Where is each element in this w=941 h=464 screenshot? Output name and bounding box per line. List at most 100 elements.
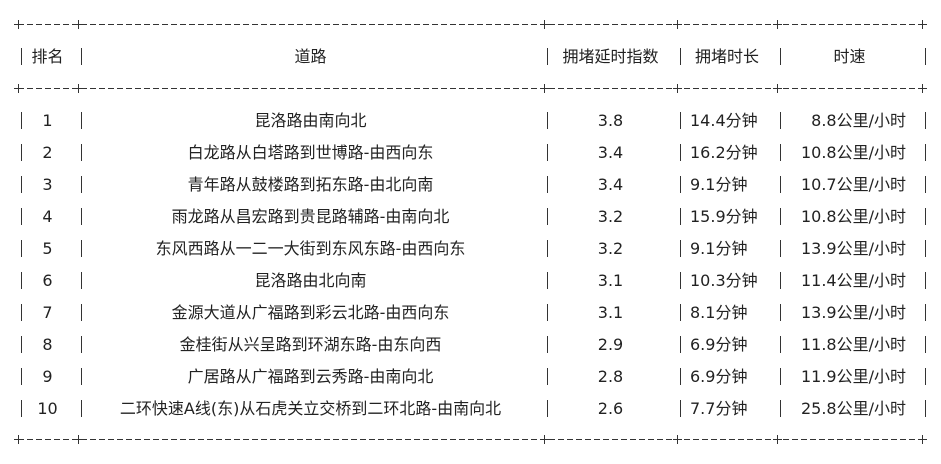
column-separator (780, 240, 781, 257)
column-separator (21, 144, 22, 161)
column-separator (547, 144, 548, 161)
column-separator (21, 112, 22, 129)
header-speed: 时速 (833, 47, 866, 66)
border-junction (74, 435, 83, 444)
table-row: 7 金源大道从广福路到彩云北路-由西向东 3.1 8.1分钟 13.9公里/小时 (0, 301, 941, 325)
border-junction (14, 20, 23, 29)
cell-duration: 9.1分钟 (690, 239, 748, 258)
column-separator (680, 336, 681, 353)
cell-road: 雨龙路从昌宏路到贵昆路辅路-由南向北 (171, 207, 450, 226)
column-separator (925, 112, 926, 129)
column-separator (925, 144, 926, 161)
cell-duration: 6.9分钟 (690, 335, 748, 354)
cell-duration: 14.4分钟 (690, 111, 758, 130)
table-border-bottom (18, 439, 922, 440)
column-separator (21, 272, 22, 289)
table-row: 3 青年路从鼓楼路到拓东路-由北向南 3.4 9.1分钟 10.7公里/小时 (0, 173, 941, 197)
column-separator (81, 304, 82, 321)
column-separator (680, 176, 681, 193)
column-separator (680, 368, 681, 385)
column-separator (780, 48, 781, 65)
column-separator (547, 48, 548, 65)
column-separator (81, 208, 82, 225)
cell-speed: 8.8公里/小时 (811, 111, 906, 130)
column-separator (925, 176, 926, 193)
cell-index: 3.1 (597, 303, 624, 322)
column-separator (925, 400, 926, 417)
column-separator (680, 272, 681, 289)
column-separator (780, 176, 781, 193)
cell-rank: 7 (42, 303, 53, 322)
cell-duration: 8.1分钟 (690, 303, 748, 322)
column-separator (547, 368, 548, 385)
cell-index: 3.4 (597, 175, 624, 194)
border-junction (540, 435, 549, 444)
cell-speed: 11.8公里/小时 (800, 335, 906, 354)
column-separator (21, 336, 22, 353)
column-separator (780, 368, 781, 385)
border-junction (918, 84, 927, 93)
cell-road: 昆洛路由北向南 (254, 271, 367, 290)
column-separator (81, 400, 82, 417)
cell-index: 3.8 (597, 111, 624, 130)
border-junction (773, 84, 782, 93)
table-row: 4 雨龙路从昌宏路到贵昆路辅路-由南向北 3.2 15.9分钟 10.8公里/小时 (0, 205, 941, 229)
column-separator (547, 272, 548, 289)
cell-road: 东风西路从一二一大街到东风东路-由西向东 (155, 239, 466, 258)
column-separator (81, 240, 82, 257)
border-junction (918, 20, 927, 29)
column-separator (547, 112, 548, 129)
column-separator (21, 240, 22, 257)
column-separator (81, 176, 82, 193)
cell-duration: 15.9分钟 (690, 207, 758, 226)
cell-speed: 10.7公里/小时 (800, 175, 906, 194)
border-junction (14, 435, 23, 444)
column-separator (547, 176, 548, 193)
cell-rank: 1 (42, 111, 53, 130)
cell-duration: 10.3分钟 (690, 271, 758, 290)
header-index: 拥堵延时指数 (562, 47, 659, 66)
header-rank: 排名 (31, 47, 64, 66)
cell-road: 广居路从广福路到云秀路-由南向北 (187, 367, 434, 386)
table-row: 6 昆洛路由北向南 3.1 10.3分钟 11.4公里/小时 (0, 269, 941, 293)
column-separator (547, 240, 548, 257)
column-separator (925, 272, 926, 289)
cell-speed: 13.9公里/小时 (800, 303, 906, 322)
border-junction (540, 20, 549, 29)
cell-index: 3.1 (597, 271, 624, 290)
cell-duration: 7.7分钟 (690, 399, 748, 418)
table-row: 1 昆洛路由南向北 3.8 14.4分钟 8.8公里/小时 (0, 109, 941, 133)
column-separator (680, 208, 681, 225)
column-separator (780, 112, 781, 129)
cell-index: 2.8 (597, 367, 624, 386)
column-separator (780, 336, 781, 353)
column-separator (680, 144, 681, 161)
cell-speed: 25.8公里/小时 (800, 399, 906, 418)
table-row: 8 金桂街从兴呈路到环湖东路-由东向西 2.9 6.9分钟 11.8公里/小时 (0, 333, 941, 357)
cell-speed: 10.8公里/小时 (800, 207, 906, 226)
column-separator (81, 272, 82, 289)
column-separator (925, 240, 926, 257)
table-header-row: 排名 道路 拥堵延时指数 拥堵时长 时速 (0, 45, 941, 69)
column-separator (925, 208, 926, 225)
column-separator (81, 368, 82, 385)
column-separator (680, 304, 681, 321)
cell-road: 二环快速A线(东)从石虎关立交桥到二环北路-由南向北 (119, 399, 502, 418)
border-junction (74, 20, 83, 29)
cell-rank: 5 (42, 239, 53, 258)
table-row: 10 二环快速A线(东)从石虎关立交桥到二环北路-由南向北 2.6 7.7分钟 25.8… (0, 397, 941, 421)
table-border-header (18, 88, 922, 89)
cell-duration: 16.2分钟 (690, 143, 758, 162)
column-separator (21, 368, 22, 385)
column-separator (680, 112, 681, 129)
cell-road: 金桂街从兴呈路到环湖东路-由东向西 (179, 335, 442, 354)
column-separator (547, 336, 548, 353)
cell-speed: 13.9公里/小时 (800, 239, 906, 258)
table-row: 5 东风西路从一二一大街到东风东路-由西向东 3.2 9.1分钟 13.9公里/小时 (0, 237, 941, 261)
column-separator (547, 400, 548, 417)
border-junction (673, 20, 682, 29)
border-junction (773, 20, 782, 29)
cell-index: 2.6 (597, 399, 624, 418)
cell-rank: 8 (42, 335, 53, 354)
border-junction (918, 435, 927, 444)
